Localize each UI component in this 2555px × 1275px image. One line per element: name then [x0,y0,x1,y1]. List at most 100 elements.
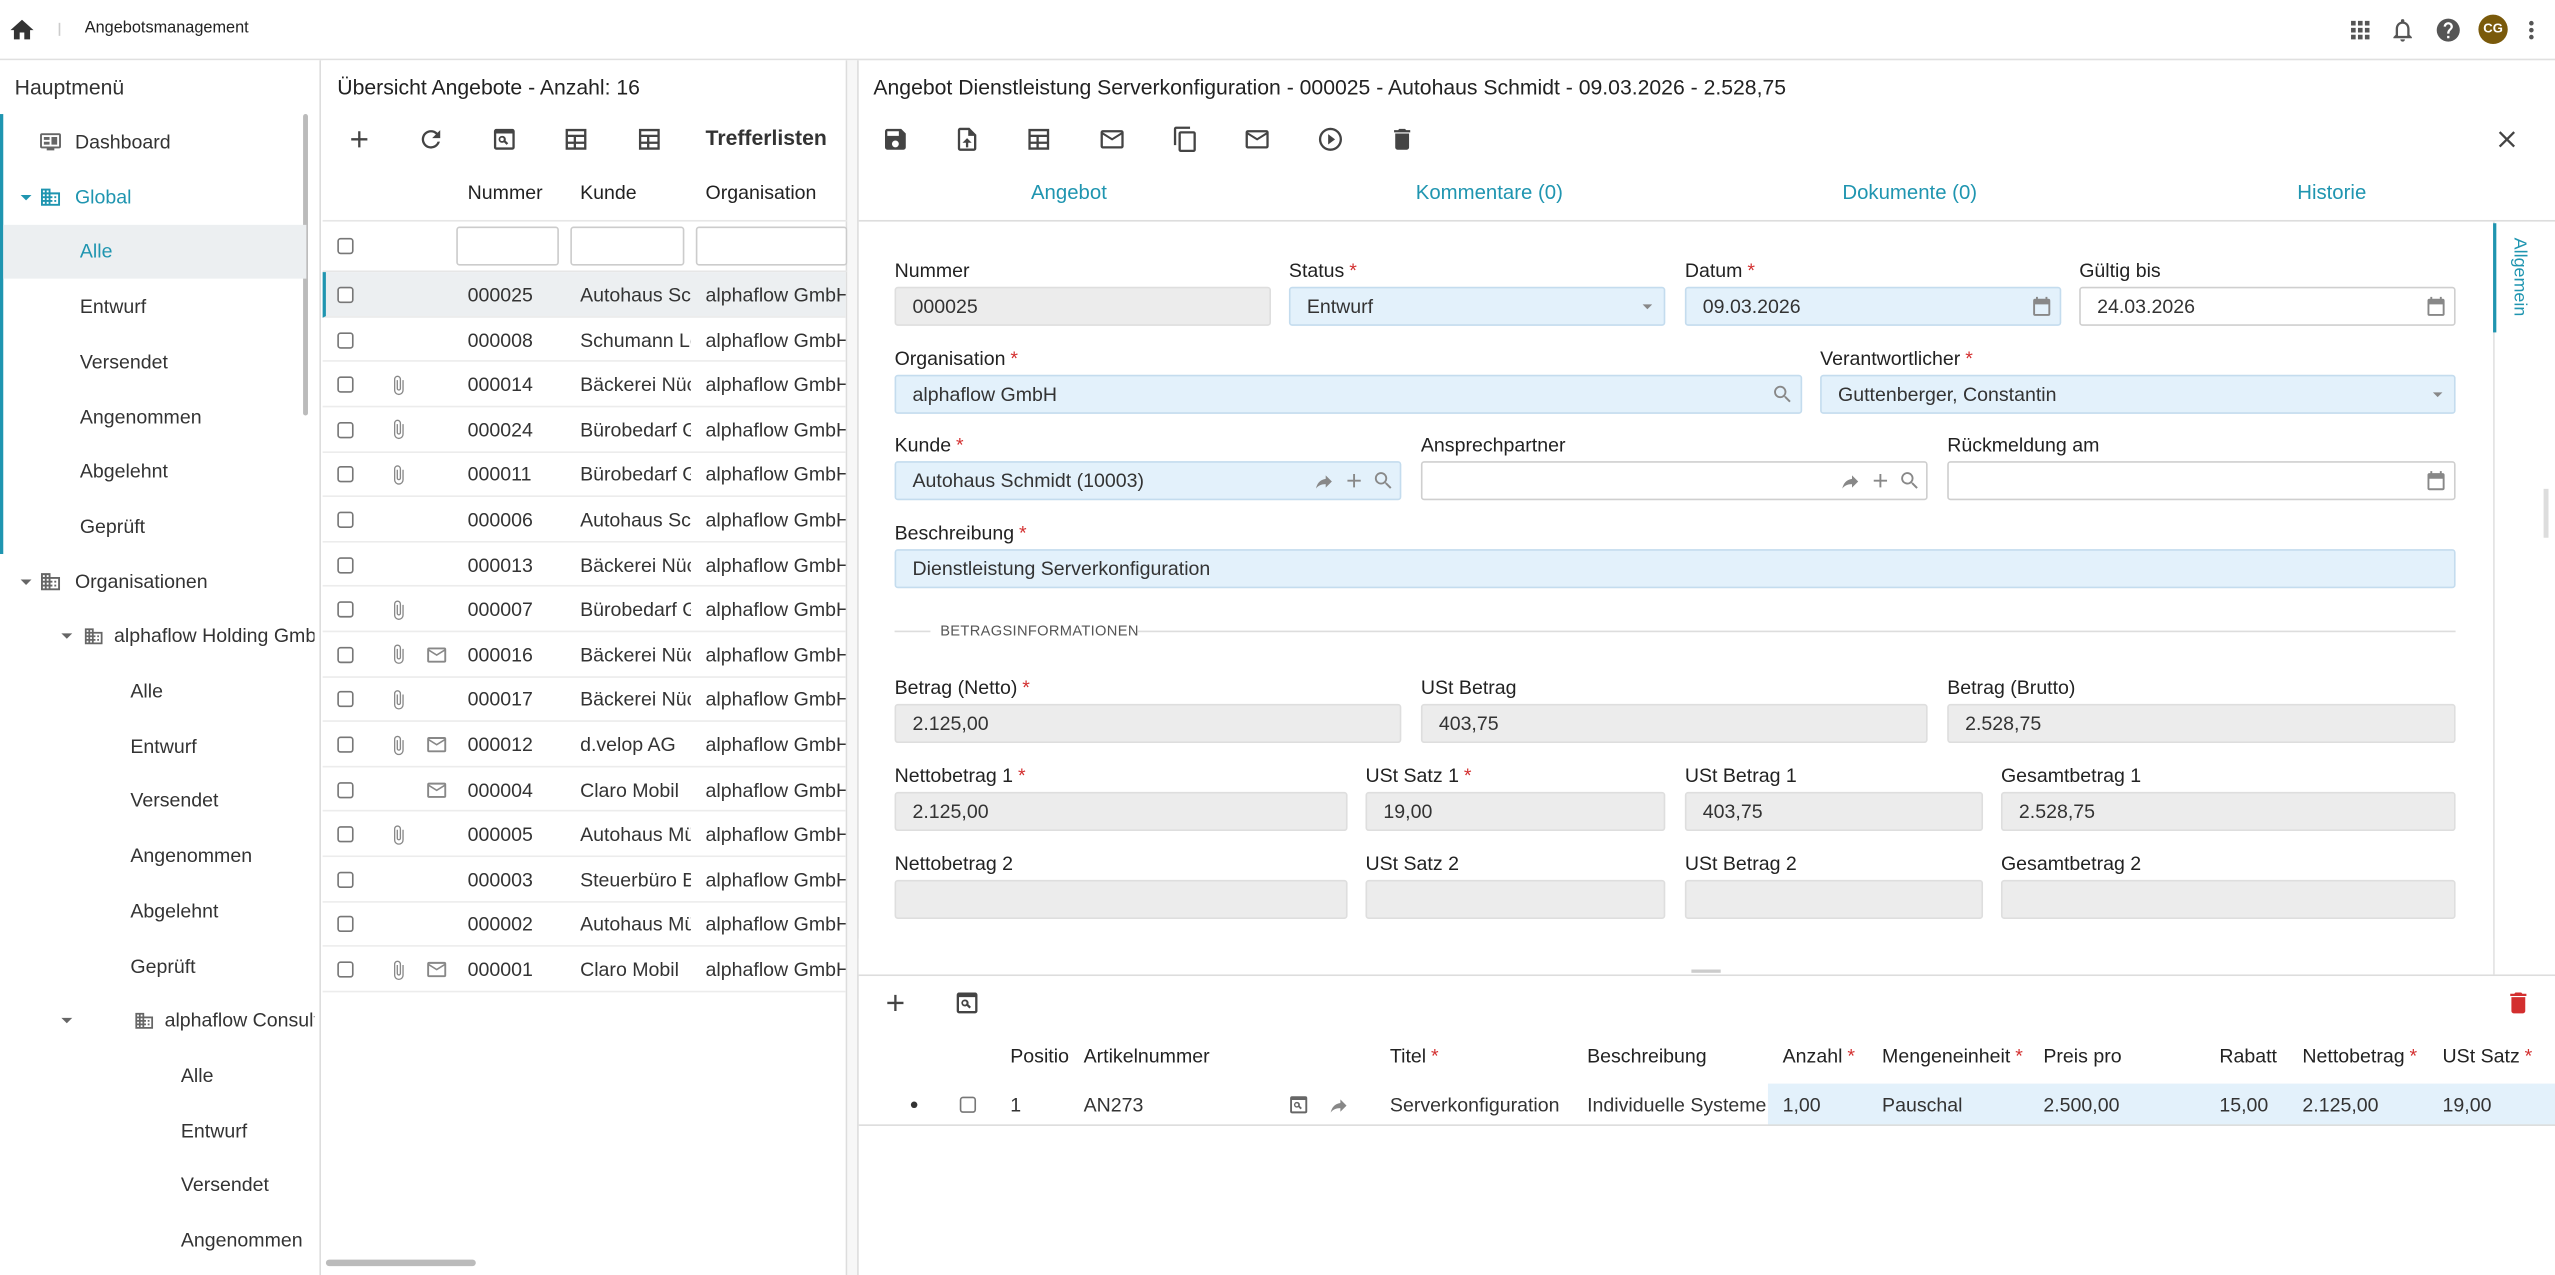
checkbox[interactable] [337,556,354,573]
filter-input[interactable] [695,226,848,266]
list-row[interactable] [322,497,846,543]
list-row[interactable] [322,587,846,633]
menu-item[interactable]: Abgelehnt [79,459,168,483]
checkbox[interactable] [337,421,354,438]
calendar-icon[interactable] [2425,469,2448,492]
column-header[interactable]: Nummer [467,180,543,204]
field-input[interactable]: alphaflow GmbH [894,374,1803,414]
columns-button[interactable] [635,125,663,153]
list-row[interactable] [322,947,846,992]
add-position-button[interactable] [881,988,909,1016]
list-row[interactable] [322,767,846,813]
checkbox[interactable] [337,237,354,255]
checkbox[interactable] [337,376,354,394]
open-icon[interactable] [1313,470,1334,491]
list-row[interactable] [322,677,846,723]
dropdown-icon[interactable] [1636,295,1659,318]
help-button[interactable] [2434,15,2462,43]
menu-item[interactable]: Versendet [79,350,168,373]
search-list-button[interactable] [490,125,518,153]
checkbox[interactable] [337,691,354,708]
menu-item[interactable]: Abgelehnt [130,899,219,922]
tab[interactable]: Dokumente (0) [1842,180,1978,204]
search-icon[interactable] [1898,469,1921,492]
menu-item[interactable]: Alle [180,1063,214,1087]
article-preview[interactable] [1287,1093,1310,1116]
checkbox[interactable] [337,781,354,798]
tab[interactable]: Kommentare (0) [1415,180,1563,204]
position-cell[interactable]: Pauschal [1882,1093,1963,1117]
add-icon[interactable] [1343,469,1366,492]
dropdown-icon[interactable] [2426,383,2449,406]
tab[interactable]: Angebot [1030,180,1107,204]
list-row[interactable] [322,272,846,318]
column-header[interactable]: Organisation [705,180,817,204]
list-row[interactable] [322,542,846,588]
tree-expander[interactable] [54,1007,80,1033]
field-input[interactable]: Dienstleistung Serverkonfiguration [894,549,2456,589]
detail-action[interactable] [1024,125,1052,153]
side-tab[interactable]: Allgemein [2509,237,2529,317]
filter-input[interactable] [456,226,559,266]
search-icon[interactable] [1372,469,1395,492]
add-icon[interactable] [1869,469,1892,492]
menu-item[interactable]: Entwurf [130,734,197,758]
detail-action[interactable] [952,125,980,153]
position-select-button[interactable] [952,988,980,1016]
detail-action[interactable] [881,125,909,153]
toolbar-label[interactable]: Trefferlisten [705,125,827,150]
menu-item[interactable]: alphaflow Holding GmbH [114,624,315,648]
home-button[interactable] [7,15,35,43]
menu-item[interactable]: Entwurf [79,295,147,318]
export-button[interactable] [561,125,589,153]
checkbox[interactable] [337,286,354,304]
field-input[interactable]: 09.03.2026 [1684,286,2062,326]
refresh-button[interactable] [416,125,444,153]
menu-item[interactable]: Entwurf [180,1118,248,1142]
apps-button[interactable] [2346,15,2374,43]
list-row[interactable] [322,632,846,678]
checkbox[interactable] [959,1096,977,1113]
position-cell[interactable]: 2.125,00 [2302,1093,2379,1117]
detail-action[interactable] [1097,125,1125,153]
menu-item[interactable]: Geprüft [130,954,196,977]
checkbox[interactable] [337,961,354,978]
menu-item[interactable]: Versendet [180,1173,269,1197]
list-row[interactable] [322,362,846,408]
list-row[interactable] [322,317,846,363]
filter-input[interactable] [570,226,685,266]
menu-item[interactable]: Organisationen [74,569,208,593]
checkbox[interactable] [337,511,354,528]
article-open[interactable] [1327,1094,1348,1115]
tree-expander[interactable] [13,184,39,210]
field-input[interactable] [1947,461,2456,501]
position-cell[interactable]: 1,00 [1782,1093,1821,1117]
detail-action[interactable] [1171,125,1199,153]
menu-item[interactable]: Angenommen [130,844,253,868]
list-row[interactable] [322,722,846,768]
menu-item[interactable]: alphaflow Consulti [164,1008,315,1032]
tree-expander[interactable] [13,568,39,594]
menu-item[interactable]: Global [74,185,132,209]
detail-action[interactable] [1387,125,1415,153]
menu-item[interactable]: Geprüft [79,514,146,538]
list-row[interactable] [322,452,846,498]
checkbox[interactable] [337,331,354,349]
calendar-icon[interactable] [2425,295,2448,318]
open-icon[interactable] [1839,470,1860,491]
field-input[interactable]: Guttenberger, Constantin [1820,374,2456,414]
menu-item[interactable]: Angenommen [180,1228,303,1252]
more-button[interactable] [2517,15,2545,43]
menu-item[interactable]: Angenommen [79,404,202,428]
search-icon[interactable] [1771,383,1794,406]
field-input[interactable]: 24.03.2026 [2079,286,2456,326]
tab[interactable]: Historie [2297,180,2367,204]
menu-item[interactable]: Dashboard [74,130,171,154]
checkbox[interactable] [337,826,354,843]
list-row[interactable] [322,407,846,453]
list-row[interactable] [322,812,846,858]
avatar[interactable]: CG [2478,14,2508,44]
menu-item[interactable]: Alle [79,240,113,263]
list-row[interactable] [322,857,846,903]
list-row[interactable] [322,902,846,948]
